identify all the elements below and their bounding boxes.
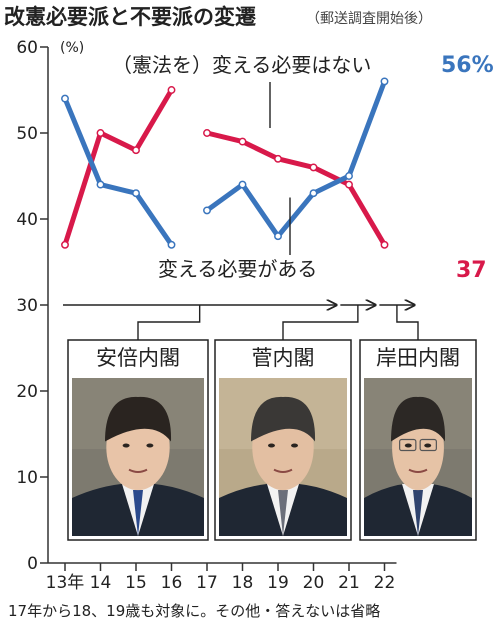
- data-point: [309, 163, 318, 172]
- data-point: [238, 180, 247, 189]
- data-point: [96, 180, 105, 189]
- y-tick-label: 0: [27, 554, 38, 574]
- data-point: [274, 154, 282, 163]
- data-point: [380, 77, 389, 86]
- y-unit-label: (%): [60, 40, 84, 56]
- cabinet-connector: [396, 305, 419, 340]
- data-point: [167, 240, 176, 249]
- x-tick-label: 16: [161, 573, 183, 593]
- chart-subtitle: （郵送調査開始後）: [306, 11, 432, 27]
- data-point: [203, 129, 211, 137]
- series-line: [204, 130, 387, 248]
- x-tick-label: 14: [90, 573, 112, 593]
- series-label-change: 変える必要がある: [158, 257, 317, 281]
- y-axis: 0 10 20 30 40 50 60: [16, 38, 49, 574]
- x-tick-label: 22: [374, 573, 396, 593]
- data-point: [274, 232, 282, 241]
- series-line: [204, 78, 387, 239]
- cabinet-name: 安倍内閣: [96, 346, 180, 370]
- portrait-photo: [72, 378, 204, 536]
- data-point: [380, 240, 389, 249]
- series-layer: [61, 77, 389, 255]
- y-tick-label: 40: [16, 210, 38, 230]
- x-tick-label: 21: [338, 573, 360, 593]
- data-point: [238, 137, 247, 146]
- series-line: [62, 87, 174, 248]
- data-point: [61, 240, 69, 249]
- data-point: [345, 180, 353, 189]
- series-line: [62, 96, 174, 248]
- cabinet-name: 菅内閣: [252, 346, 315, 370]
- y-tick-label: 20: [16, 382, 38, 402]
- cabinet-timeline: 安倍内閣 菅内閣 岸田内閣: [63, 305, 477, 541]
- chart-title: 改憲必要派と不要派の変遷: [4, 5, 256, 29]
- y-tick-label: 60: [16, 38, 38, 58]
- x-tick-label: 17: [196, 573, 218, 593]
- x-axis: 13年 14 15 16 17 18 19 20 21 22: [46, 562, 397, 593]
- portrait-photo: [219, 378, 347, 536]
- x-tick-label: 18: [232, 573, 254, 593]
- cabinet-name: 岸田内閣: [376, 346, 460, 370]
- cabinet-connector: [137, 305, 201, 340]
- data-point: [132, 146, 140, 155]
- data-point: [167, 86, 176, 94]
- portrait-photo: [364, 378, 472, 536]
- cabinet-connector: [282, 305, 359, 340]
- data-point: [96, 129, 105, 137]
- y-tick-label: 10: [16, 468, 38, 488]
- y-tick-label: 30: [16, 296, 38, 316]
- end-label-red: 37: [456, 258, 487, 283]
- footnote: 17年から18、19歳も対象に。その他・答えないは省略: [8, 602, 380, 620]
- x-tick-label: 19: [267, 573, 289, 593]
- data-point: [345, 172, 353, 180]
- x-tick-label: 13年: [46, 573, 85, 593]
- series-label-no-change: （憲法を）変える必要はない: [112, 53, 371, 77]
- x-tick-label: 15: [125, 573, 147, 593]
- data-point: [309, 189, 318, 198]
- data-point: [61, 94, 69, 103]
- data-point: [203, 206, 211, 215]
- data-point: [132, 189, 140, 198]
- y-tick-label: 50: [16, 124, 38, 144]
- end-label-blue: 56%: [441, 53, 494, 78]
- x-tick-label: 20: [303, 573, 325, 593]
